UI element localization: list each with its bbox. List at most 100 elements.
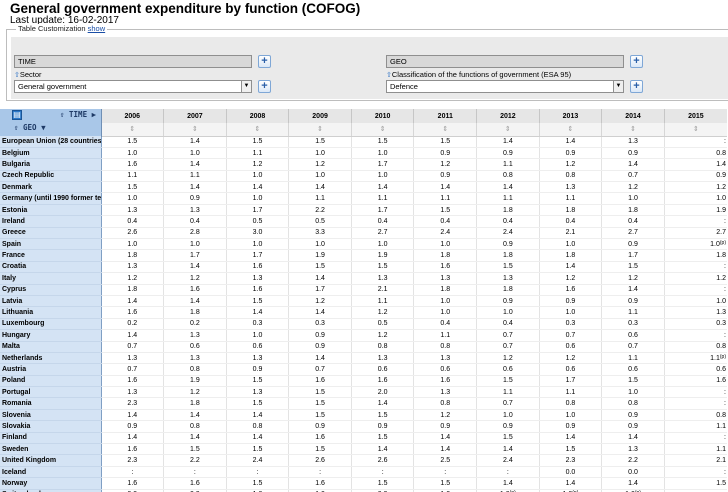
row-label-country[interactable]: Belgium — [0, 147, 102, 160]
row-label-country[interactable]: Slovakia — [0, 420, 102, 433]
chevron-down-icon[interactable]: ▼ — [241, 81, 251, 92]
table-cell: 2.2 — [601, 454, 665, 467]
row-label-country[interactable]: European Union (28 countries) — [0, 136, 102, 148]
add-sector-button[interactable]: + — [258, 80, 271, 93]
table-cell: 0.7 — [100, 341, 164, 353]
table-cell: 1.5 — [538, 443, 602, 456]
table-cell: 1.0 — [663, 295, 727, 308]
row-label-country[interactable]: Italy — [0, 272, 102, 285]
row-label-country[interactable]: Malta — [0, 341, 102, 353]
show-link[interactable]: show — [87, 24, 106, 33]
year-header[interactable]: 2008 — [225, 109, 289, 123]
table-cell: 1.7 — [225, 204, 289, 217]
table-cell: 1.6 — [100, 306, 164, 319]
time-axis-label[interactable]: ⇧ TIME ▶ — [60, 110, 97, 119]
year-header[interactable]: 2014 — [601, 109, 665, 123]
table-cell: 1.8 — [163, 306, 227, 319]
sort-icon[interactable]: ⇕ — [663, 123, 727, 137]
table-icon[interactable]: ▤ — [12, 110, 22, 120]
add-time-button[interactable]: + — [258, 55, 271, 68]
row-label-country[interactable]: Portugal — [0, 386, 102, 399]
table-cell: 0.4 — [601, 215, 665, 228]
row-label-country[interactable]: Finland — [0, 432, 102, 445]
table-row: Belgium 1.0 1.0 1.1 1.0 1.0 0.9 0.9 0.9 0.9 0.8 — [0, 147, 727, 160]
table-cell: 1.3 — [100, 386, 164, 399]
row-label-country[interactable]: Bulgaria — [0, 158, 102, 171]
row-label-country[interactable]: Croatia — [0, 261, 102, 274]
row-label-country[interactable]: Germany (until 1990 former territory of … — [0, 192, 102, 205]
table-cell: 0.4 — [413, 215, 477, 228]
table-cell: 1.4 — [350, 397, 414, 410]
year-header[interactable]: 2013 — [538, 109, 602, 123]
table-cell: 1.7 — [350, 158, 414, 171]
sector-select[interactable]: General government ▼ — [14, 80, 252, 93]
sort-icon[interactable]: ⇕ — [350, 123, 414, 137]
table-cell: 0.3 — [663, 318, 727, 331]
table-cell: 2.7 — [601, 227, 665, 240]
geo-axis-label[interactable]: ⇧ GEO ▼ — [14, 123, 46, 132]
table-cell: 1.3 — [350, 272, 414, 285]
row-label-country[interactable]: Poland — [0, 375, 102, 388]
row-label-country[interactable]: Spain — [0, 238, 102, 251]
year-header[interactable]: 2011 — [413, 109, 477, 123]
customization-band: TIME + GEO + ⇧Sector General government … — [11, 37, 728, 99]
row-label-country[interactable]: United Kingdom — [0, 454, 102, 467]
cofog-select[interactable]: Defence ▼ — [386, 80, 624, 93]
row-label-country[interactable]: Norway — [0, 477, 102, 490]
table-cell: : — [663, 136, 727, 148]
year-header[interactable]: 2010 — [350, 109, 414, 123]
add-cofog-button[interactable]: + — [630, 80, 643, 93]
row-label-country[interactable]: Ireland — [0, 215, 102, 228]
table-cell: 1.8 — [663, 249, 727, 262]
row-label-country[interactable]: Austria — [0, 363, 102, 376]
table-row: Norway 1.6 1.6 1.5 1.6 1.5 1.5 1.4 1.4 1.4 1.5 — [0, 477, 727, 490]
table-cell: 0.8 — [413, 341, 477, 353]
table-cell: 1.3 — [225, 386, 289, 399]
sort-icon[interactable]: ⇕ — [476, 123, 540, 137]
row-label-country[interactable]: Romania — [0, 397, 102, 410]
row-label-country[interactable]: Iceland — [0, 466, 102, 479]
table-cell: 1.5 — [100, 136, 164, 148]
time-dimension-box[interactable]: TIME — [14, 55, 252, 68]
row-label-country[interactable]: Greece — [0, 227, 102, 240]
row-label-country[interactable]: Luxembourg — [0, 318, 102, 331]
row-label-country[interactable]: Denmark — [0, 181, 102, 194]
table-row: Czech Republic 1.1 1.1 1.0 1.0 1.0 0.9 0.8 0.8 0.… — [0, 170, 727, 183]
year-header[interactable]: 2015 — [663, 109, 727, 123]
sort-icon[interactable]: ⇕ — [225, 123, 289, 137]
row-label-country[interactable]: Cyprus — [0, 284, 102, 296]
sort-icon[interactable]: ⇕ — [163, 123, 227, 137]
year-header[interactable]: 2006 — [100, 109, 164, 123]
table-cell: 1.4 — [601, 158, 665, 171]
geo-dimension-box[interactable]: GEO — [386, 55, 624, 68]
row-label-country[interactable]: Netherlands — [0, 352, 102, 365]
sort-icon[interactable]: ⇕ — [538, 123, 602, 137]
year-header[interactable]: 2009 — [288, 109, 352, 123]
chevron-down-icon[interactable]: ▼ — [613, 81, 623, 92]
row-label-country[interactable]: Sweden — [0, 443, 102, 456]
table-cell: 0.8 — [663, 409, 727, 422]
row-label-country[interactable]: Czech Republic — [0, 170, 102, 183]
row-label-country[interactable]: Slovenia — [0, 409, 102, 422]
add-geo-button[interactable]: + — [630, 55, 643, 68]
row-label-country[interactable]: Lithuania — [0, 306, 102, 319]
row-label-country[interactable]: Latvia — [0, 295, 102, 308]
table-cell: 0.7 — [601, 341, 665, 353]
sort-icon[interactable]: ⇕ — [413, 123, 477, 137]
year-header[interactable]: 2012 — [476, 109, 540, 123]
table-cell: 1.4 — [100, 329, 164, 342]
table-cell: 1.6 — [225, 284, 289, 296]
table-cell: 1.8 — [476, 284, 540, 296]
table-cell: 1.1 — [476, 158, 540, 171]
sort-icon[interactable]: ⇕ — [288, 123, 352, 137]
sort-icon[interactable]: ⇕ — [601, 123, 665, 137]
row-label-country[interactable]: Hungary — [0, 329, 102, 342]
move-up-icon[interactable]: ⇧ — [386, 72, 392, 79]
row-label-country[interactable]: Estonia — [0, 204, 102, 217]
sort-icon[interactable]: ⇕ — [100, 123, 164, 137]
table-cell: 1.3 — [100, 352, 164, 365]
table-row: Germany (until 1990 former territory of … — [0, 192, 727, 205]
year-header[interactable]: 2007 — [163, 109, 227, 123]
move-up-icon[interactable]: ⇧ — [14, 72, 20, 79]
row-label-country[interactable]: France — [0, 249, 102, 262]
